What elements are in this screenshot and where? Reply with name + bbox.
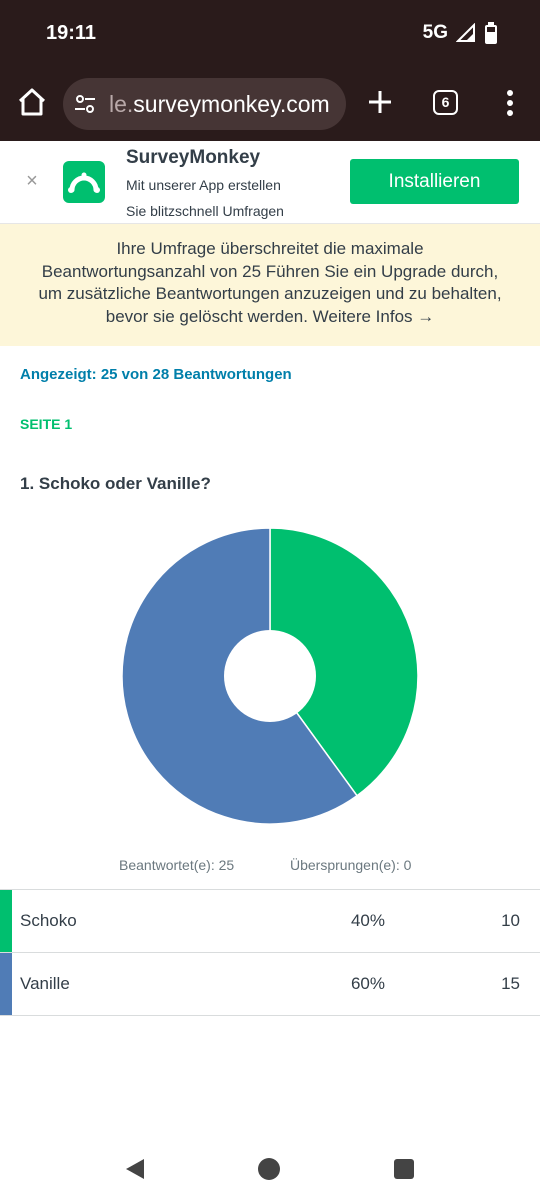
- install-button[interactable]: Installieren: [350, 159, 519, 204]
- answer-percent: 40%: [350, 911, 385, 930]
- answered-count: Beantwortet(e): 25: [119, 857, 235, 873]
- url-bar[interactable]: le.surveymonkey.com: [63, 78, 346, 130]
- answer-count: 15: [501, 974, 520, 993]
- banner-title: SurveyMonkey: [126, 147, 261, 168]
- plus-icon[interactable]: [364, 86, 396, 118]
- close-icon[interactable]: ×: [26, 170, 38, 192]
- status-time: 19:11: [46, 22, 97, 44]
- surveymonkey-logo-icon: [63, 161, 105, 203]
- question-title: 1. Schoko oder Vanille?: [20, 474, 211, 493]
- donut-hole: [224, 630, 316, 722]
- notice-more-link[interactable]: bevor sie gelöscht werden. Weitere Infos…: [105, 306, 435, 326]
- status-indicators: 5G: [423, 22, 498, 44]
- page-label: SEITE 1: [20, 416, 73, 432]
- signal-icon: [456, 23, 475, 42]
- answer-label: Vanille: [20, 974, 70, 993]
- url-domain: surveymonkey.com: [133, 91, 330, 117]
- answer-label: Schoko: [20, 911, 77, 930]
- notice-line: Beantwortungsanzahl von 25 Führen Sie ei…: [41, 261, 499, 281]
- tune-icon[interactable]: [73, 92, 97, 116]
- responses-shown-link[interactable]: Angezeigt: 25 von 28 Beantwortungen: [20, 366, 292, 383]
- table-row: Vanille 60% 15: [0, 953, 540, 1016]
- table-row: Schoko 40% 10: [0, 890, 540, 953]
- skipped-count: Übersprungen(e): 0: [290, 857, 412, 873]
- system-nav-bar: [0, 1136, 540, 1200]
- notice-line: Ihre Umfrage überschreitet die maximale: [116, 239, 424, 258]
- response-limit-notice: Ihre Umfrage überschreitet die maximale …: [0, 224, 540, 346]
- answer-count: 10: [501, 911, 520, 930]
- pie-slice-schoko: [269, 527, 419, 797]
- banner-subtitle: Sie blitzschnell Umfragen: [126, 203, 284, 219]
- battery-icon: [485, 22, 497, 44]
- color-bar: [0, 953, 12, 1015]
- network-label: 5G: [422, 22, 448, 43]
- banner-subtitle: Mit unserer App erstellen: [126, 177, 281, 193]
- color-bar: [0, 890, 12, 952]
- url-text[interactable]: le.surveymonkey.com: [109, 91, 339, 118]
- results-table: Schoko 40% 10 Vanille 60% 15: [0, 889, 540, 1016]
- url-prefix: le.: [109, 91, 134, 117]
- browser-toolbar: le.surveymonkey.com 6: [0, 66, 540, 141]
- answer-percent: 60%: [350, 974, 385, 993]
- status-bar: 19:11 5G: [0, 0, 540, 66]
- home-icon[interactable]: [14, 84, 50, 120]
- home-circle-icon[interactable]: [258, 1158, 280, 1180]
- donut-chart: [121, 527, 419, 825]
- more-vert-icon[interactable]: [498, 86, 522, 120]
- back-icon[interactable]: [124, 1158, 146, 1180]
- recents-icon[interactable]: [394, 1159, 414, 1179]
- notice-line: um zusätzliche Beantwortungen anzuzeigen…: [38, 284, 502, 303]
- tab-switcher-icon[interactable]: 6: [433, 90, 458, 115]
- app-install-banner: × SurveyMonkey Mit unserer App erstellen…: [0, 141, 540, 224]
